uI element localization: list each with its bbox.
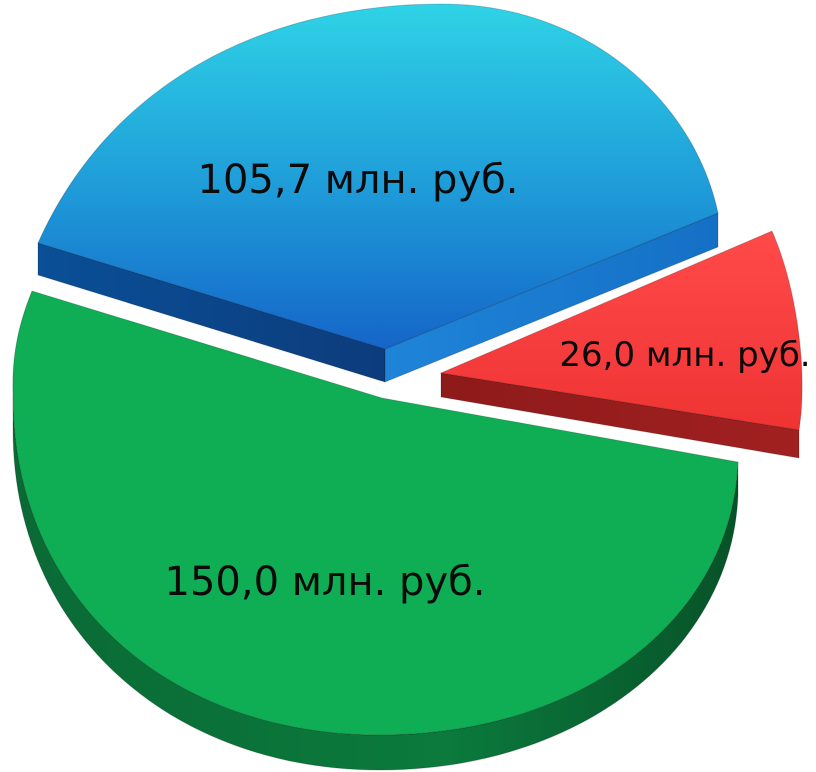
pie-marks (12, 3, 803, 771)
slice-blue (37, 3, 719, 383)
slice-blue-label: 105,7 млн. руб. (198, 157, 519, 203)
slice-red-label: 26,0 млн. руб. (559, 335, 810, 375)
slice-blue-side-right (384, 212, 719, 383)
slice-green-label: 150,0 млн. руб. (165, 559, 486, 605)
slice-blue-top (37, 3, 719, 350)
pie-labels: 105,7 млн. руб. 26,0 млн. руб. 150,0 млн. … (165, 157, 811, 605)
slice-red (439, 230, 803, 459)
slice-green-top (12, 290, 739, 736)
slice-green (12, 290, 739, 771)
slice-red-top (439, 230, 803, 431)
